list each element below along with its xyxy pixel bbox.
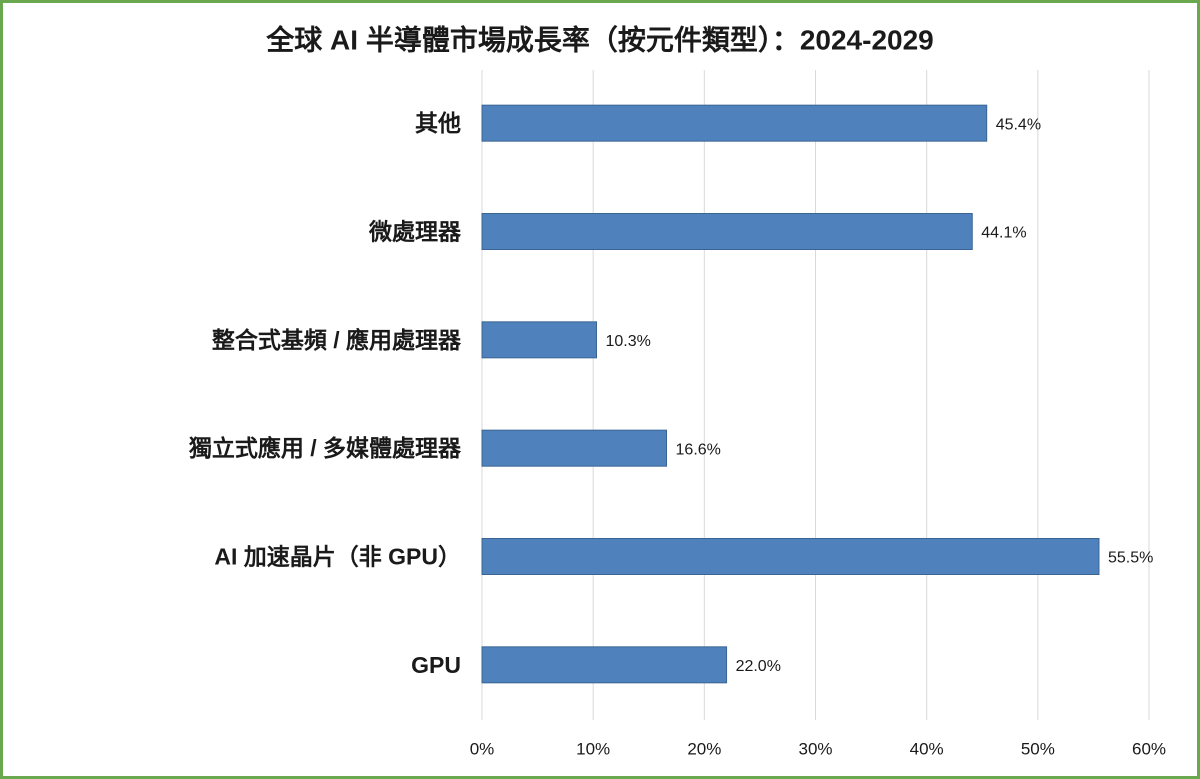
value-label: 45.4%: [996, 116, 1041, 133]
x-tick-label: 0%: [470, 739, 495, 758]
y-tick-label: AI 加速晶片（非 GPU）: [214, 544, 461, 570]
value-label: 22.0%: [736, 658, 781, 675]
bar: [481, 646, 728, 684]
value-label: 55.5%: [1108, 550, 1153, 567]
chart-title: 全球 AI 半導體市場成長率（按元件類型）：2024-2029: [265, 23, 933, 55]
x-tick-label: 30%: [798, 739, 832, 758]
bar: [481, 104, 988, 142]
bar: [481, 429, 668, 467]
x-tick-label: 50%: [1021, 739, 1055, 758]
y-tick-label: GPU: [411, 652, 461, 678]
value-label: 10.3%: [606, 333, 651, 350]
bar: [481, 213, 973, 250]
value-label: 16.6%: [676, 441, 721, 458]
bar: [481, 321, 598, 359]
x-tick-label: 40%: [910, 739, 944, 758]
x-tick-label: 60%: [1132, 739, 1166, 758]
x-tick-label: 20%: [687, 739, 721, 758]
y-tick-label: 整合式基頻 / 應用處理器: [212, 327, 462, 353]
y-tick-label: 微處理器: [368, 219, 462, 245]
bar: [481, 538, 1100, 575]
y-tick-label: 其他: [415, 110, 461, 136]
y-tick-label: 獨立式應用 / 多媒體處理器: [188, 435, 462, 461]
value-label: 44.1%: [981, 225, 1026, 242]
x-tick-label: 10%: [576, 739, 610, 758]
